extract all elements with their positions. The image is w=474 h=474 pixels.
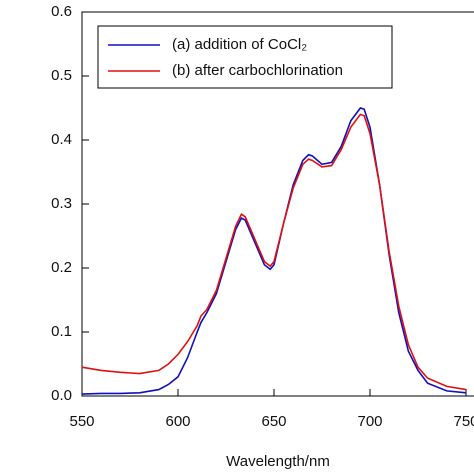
series-line [81, 113, 467, 391]
y-tick-label: 0.5 [51, 67, 72, 84]
y-tick-label: 0.1 [51, 323, 72, 340]
y-tick-label: 0.4 [51, 131, 72, 148]
y-tick-label: 0.6 [51, 3, 72, 20]
x-tick-label: 700 [357, 413, 382, 430]
y-tick-label: 0.2 [51, 259, 72, 276]
x-tick-label: 650 [261, 413, 286, 430]
series-line [81, 107, 467, 395]
y-tick-label: 0.3 [51, 195, 72, 212]
legend-box [97, 25, 393, 89]
x-tick-label: 600 [165, 413, 190, 430]
x-axis-label: Wavelength/nm [226, 453, 330, 470]
x-tick-label: 750 [453, 413, 474, 430]
legend-label: (b) after carbochlorination [172, 62, 343, 79]
x-tick-label: 550 [69, 413, 94, 430]
y-tick-label: 0.0 [51, 387, 72, 404]
legend-label: (a) addition of CoCl₂ [172, 36, 307, 53]
